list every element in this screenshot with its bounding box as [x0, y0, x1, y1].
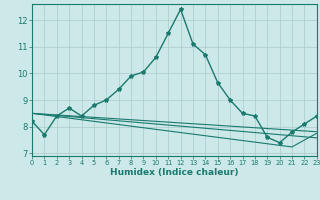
X-axis label: Humidex (Indice chaleur): Humidex (Indice chaleur)	[110, 168, 239, 177]
